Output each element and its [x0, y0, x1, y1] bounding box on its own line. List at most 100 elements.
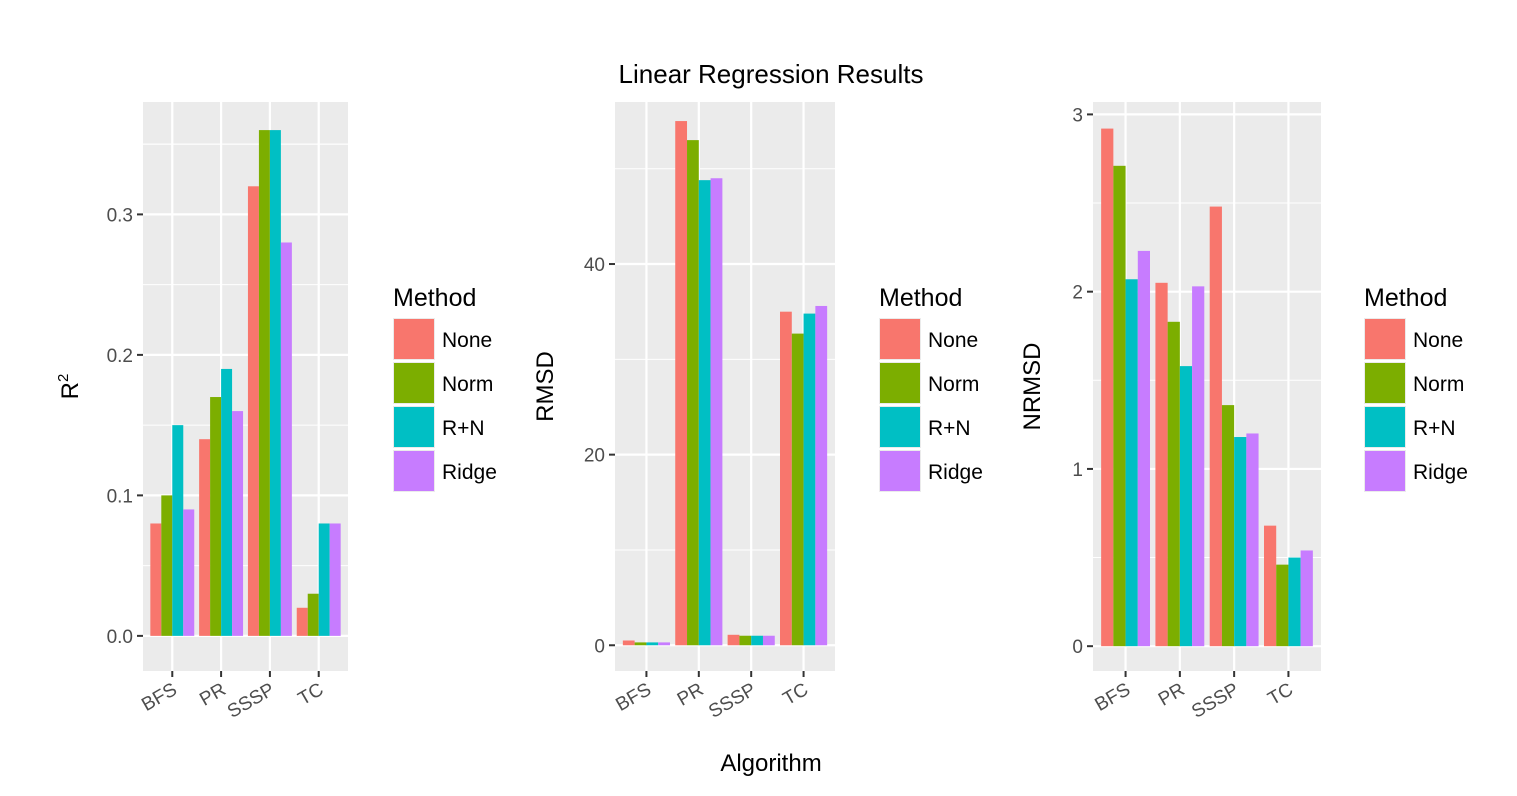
bar-norm-pr — [687, 140, 699, 646]
x-tick-label: SSSP — [224, 679, 278, 723]
bar-r-n-sssp — [1234, 437, 1247, 647]
bar-norm-tc — [791, 333, 804, 646]
legend: Method None Norm R+N Ridge — [1364, 284, 1468, 492]
legend-swatch — [394, 407, 434, 447]
legend-label: None — [442, 329, 492, 352]
legend-swatch — [1365, 407, 1405, 447]
bar-norm-bfs — [634, 642, 647, 646]
legend-swatch — [880, 319, 920, 359]
legend-label: R+N — [928, 417, 971, 440]
legend-swatch — [394, 451, 434, 491]
legend-label: Ridge — [928, 461, 983, 484]
x-tick-label: PR — [674, 679, 707, 710]
x-tick-label: TC — [295, 679, 327, 710]
legend-swatch — [880, 451, 920, 491]
y-tick-label: 0.0 — [107, 627, 133, 648]
bar-none-bfs — [150, 523, 162, 636]
bar-ridge-tc — [329, 523, 341, 636]
legend-swatch — [394, 363, 434, 403]
bar-ridge-sssp — [1246, 433, 1259, 647]
y-tick-label: 0.3 — [107, 205, 133, 226]
legend-label: None — [928, 329, 978, 352]
bar-norm-sssp — [739, 635, 752, 646]
bar-ridge-sssp — [280, 242, 292, 636]
bar-none-tc — [296, 607, 308, 636]
bar-r-n-bfs — [172, 425, 184, 636]
bar-none-pr — [199, 439, 211, 636]
y-tick-label: 0.1 — [107, 486, 133, 507]
figure-title: Linear Regression Results — [619, 59, 924, 89]
legend-label: R+N — [442, 417, 485, 440]
legend-swatch — [1365, 363, 1405, 403]
bar-ridge-tc — [815, 305, 828, 646]
legend-label: R+N — [1413, 417, 1456, 440]
x-tick-label: BFS — [612, 679, 655, 716]
bar-r-n-sssp — [269, 130, 281, 636]
y-tick-label: 0 — [594, 636, 605, 657]
bar-norm-tc — [1276, 564, 1289, 647]
bar-none-sssp — [727, 634, 740, 646]
bar-ridge-bfs — [183, 509, 195, 636]
legend-swatch — [394, 319, 434, 359]
chart-panel-3: 0 1 2 3 BFS PR SSSP TC NRMSD Method None Norm R+N Rid… — [1019, 102, 1468, 723]
bar-r-n-pr — [698, 180, 711, 646]
legend-label: Norm — [1413, 373, 1464, 396]
bar-ridge-pr — [232, 411, 244, 636]
bar-r-n-sssp — [751, 635, 763, 646]
bar-ridge-bfs — [1137, 250, 1150, 647]
legend: Method None Norm R+N Ridge — [879, 284, 983, 492]
bar-r-n-tc — [318, 523, 330, 636]
bar-r-n-pr — [1179, 366, 1193, 647]
x-tick-label: TC — [1264, 679, 1296, 710]
legend-swatch — [880, 363, 920, 403]
legend-swatch — [880, 407, 920, 447]
bar-norm-bfs — [1113, 165, 1126, 647]
bar-none-pr — [1155, 282, 1168, 647]
legend: Method None Norm R+N Ridge — [393, 284, 497, 492]
bar-none-tc — [780, 311, 792, 646]
bar-none-bfs — [622, 640, 635, 646]
y-axis-title-superscript: 2 — [55, 374, 72, 382]
x-tick-label: TC — [780, 679, 812, 710]
bar-none-tc — [1264, 525, 1277, 647]
bar-ridge-pr — [1192, 286, 1205, 647]
bar-r-n-bfs — [1125, 279, 1138, 647]
bar-norm-pr — [1167, 321, 1180, 647]
y-tick-label: 0.2 — [107, 346, 133, 367]
bar-r-n-tc — [803, 313, 816, 646]
y-tick-label: 0 — [1072, 637, 1083, 658]
x-tick-label: SSSP — [705, 679, 759, 723]
y-tick-label: 1 — [1072, 460, 1083, 481]
x-tick-label: SSSP — [1188, 679, 1242, 723]
y-tick-label: 2 — [1072, 283, 1083, 304]
y-axis-title: NRMSD — [1019, 343, 1046, 431]
legend-title: Method — [1364, 284, 1447, 312]
bar-norm-pr — [210, 397, 222, 636]
bar-norm-sssp — [258, 130, 270, 636]
legend-title: Method — [879, 284, 962, 312]
x-tick-label: BFS — [138, 679, 181, 716]
y-axis-title: RMSD — [532, 351, 559, 422]
y-tick-label: 40 — [584, 255, 605, 276]
legend-label: Norm — [442, 373, 493, 396]
legend-label: Ridge — [1413, 461, 1468, 484]
x-tick-label: BFS — [1092, 679, 1135, 716]
bar-norm-tc — [307, 593, 319, 636]
bar-r-n-bfs — [646, 642, 659, 646]
bar-none-bfs — [1101, 128, 1114, 647]
y-axis-title: R2 — [55, 374, 84, 400]
bar-none-sssp — [247, 186, 259, 636]
legend-label: Norm — [928, 373, 979, 396]
legend-swatch — [1365, 451, 1405, 491]
legend-swatch — [1365, 319, 1405, 359]
legend-title: Method — [393, 284, 476, 312]
bar-norm-sssp — [1221, 405, 1235, 647]
bar-none-sssp — [1209, 206, 1222, 647]
y-tick-label: 20 — [584, 446, 605, 467]
bar-r-n-tc — [1288, 557, 1301, 647]
legend-label: Ridge — [442, 461, 497, 484]
bar-r-n-pr — [221, 368, 233, 636]
bar-norm-bfs — [161, 495, 173, 636]
